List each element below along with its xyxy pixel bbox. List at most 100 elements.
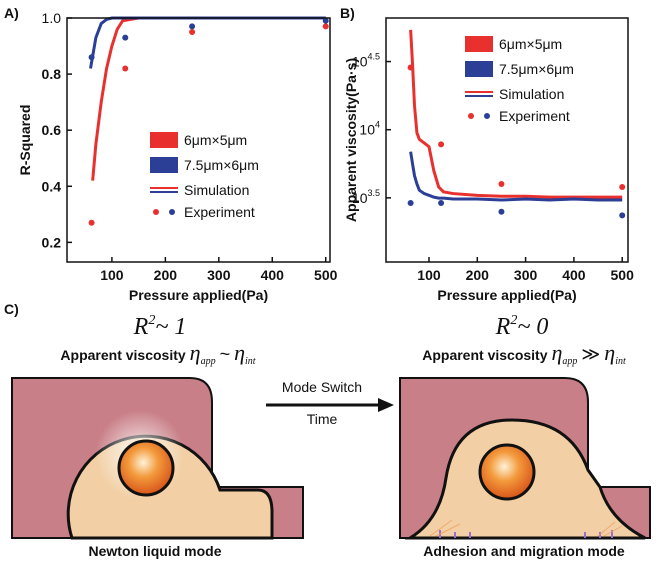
experiment-point [498, 180, 505, 187]
experiment-point [438, 199, 445, 206]
legend-label: 7.5μm×6μm [184, 157, 259, 173]
legend-label: Experiment [499, 108, 570, 124]
y-tick-label: 1.0 [42, 10, 62, 26]
experiment-point [88, 54, 95, 61]
y-tick-label: 0.8 [42, 66, 62, 82]
nucleus [117, 439, 175, 497]
relation: ~ [220, 344, 231, 364]
x-tick-label: 400 [261, 267, 285, 283]
y-tick-label: 0.6 [42, 122, 62, 138]
experiment-point [619, 212, 626, 219]
legend-label: 6μm×5μm [499, 36, 562, 52]
viscosity: Apparent viscosity [422, 347, 547, 363]
x-axis-title: Pressure applied(Pa) [129, 287, 268, 303]
panel-label: B) [340, 5, 355, 21]
tick-base: 1.0 [42, 10, 62, 26]
legend-label: Simulation [184, 182, 249, 198]
arrow-label: Time [307, 411, 338, 427]
legend-dot [484, 113, 490, 119]
x-tick-label: 300 [207, 267, 231, 283]
eta: η [552, 340, 563, 365]
sub: app [562, 356, 577, 367]
relation: ≫ [581, 344, 600, 364]
simulation-line [409, 151, 623, 202]
eta: η [234, 340, 245, 365]
charts: A) 100 200 300 400 500 0.2 0.4 0.6 0.8 1.0 Pressure… [4, 5, 634, 303]
r-rest: ~ 1 [155, 314, 186, 340]
legend-dot [169, 209, 175, 215]
diagram: C) R2~ 1 Apparent viscosity ηapp ~ ηint New… [4, 301, 651, 559]
sub: app [201, 356, 216, 367]
legend-swatch [150, 132, 178, 148]
tick-exp: 3.5 [367, 188, 380, 198]
r-exp: 2 [148, 313, 155, 328]
tick-exp: 4.5 [367, 52, 380, 62]
panel-label: C) [4, 301, 19, 317]
experiment-point [88, 219, 95, 226]
x-tick-label: 100 [100, 267, 124, 283]
legend-label: Experiment [184, 204, 255, 220]
experiment-point [122, 65, 129, 72]
r-exp: 2 [510, 313, 517, 328]
plot-frame [66, 17, 331, 263]
tick-base: 10 [352, 54, 368, 70]
sub: int [245, 356, 256, 367]
eta: η [190, 340, 201, 365]
x-tick-label: 500 [314, 267, 338, 283]
experiment-point [122, 34, 129, 41]
legend-dot [468, 113, 474, 119]
protrusions [429, 519, 623, 537]
plot-frame [385, 17, 629, 263]
x-axis-title: Pressure applied(Pa) [437, 287, 576, 303]
tick-exp: 4 [375, 120, 380, 130]
arrow-head [378, 398, 394, 412]
r-squared: R2~ 1 [133, 313, 187, 340]
y-axis-title: Apparent viscosity(Pa·s) [343, 58, 359, 222]
experiment-point [498, 208, 505, 215]
y-tick-label: 104.5 [352, 52, 380, 70]
x-tick-label: 200 [466, 267, 490, 283]
mode-label: Adhesion and migration mode [423, 543, 625, 559]
x-tick-label: 500 [611, 267, 635, 283]
left-scene [11, 377, 304, 540]
r: R [495, 314, 511, 340]
x-tick-label: 200 [154, 267, 178, 283]
experiment-point [619, 183, 626, 190]
legend-swatch [465, 61, 493, 77]
r-squared: R2~ 0 [495, 313, 549, 340]
y-tick-label: 104 [359, 120, 380, 138]
x-tick-label: 300 [514, 267, 538, 283]
x-tick-label: 400 [562, 267, 586, 283]
experiment-point [322, 23, 329, 30]
experiment-point [189, 29, 196, 36]
x-tick-label: 100 [417, 267, 441, 283]
sub: int [615, 356, 626, 367]
legend-swatch [465, 36, 493, 52]
experiment-point [407, 199, 414, 206]
legend-label: Simulation [499, 86, 564, 102]
tick-base: 10 [359, 122, 375, 138]
viscosity-relation: Apparent viscosity ηapp ~ ηint [60, 340, 255, 367]
experiment-point [407, 64, 414, 71]
simulation-line [409, 29, 623, 199]
experiment-point [322, 17, 329, 24]
chart: A) 100 200 300 400 500 0.2 0.4 0.6 0.8 1.0 Pressure… [4, 5, 338, 303]
viscosity-relation: Apparent viscosity ηapp ≫ ηint [422, 340, 626, 367]
eta: η [604, 340, 615, 365]
mode-label: Newton liquid mode [89, 543, 222, 559]
experiment-point [189, 23, 196, 30]
panel-label: A) [4, 5, 19, 21]
nucleus [478, 443, 536, 501]
r-rest: ~ 0 [517, 314, 548, 340]
y-tick-label: 0.4 [42, 178, 62, 194]
legend-dot [153, 209, 159, 215]
tick-base: 10 [352, 190, 368, 206]
legend-swatch [150, 157, 178, 173]
legend-label: 6μm×5μm [184, 132, 247, 148]
r: R [133, 314, 149, 340]
y-axis-title: R-Squared [17, 105, 33, 176]
y-tick-label: 0.2 [42, 234, 62, 250]
simulation-line [89, 16, 326, 69]
